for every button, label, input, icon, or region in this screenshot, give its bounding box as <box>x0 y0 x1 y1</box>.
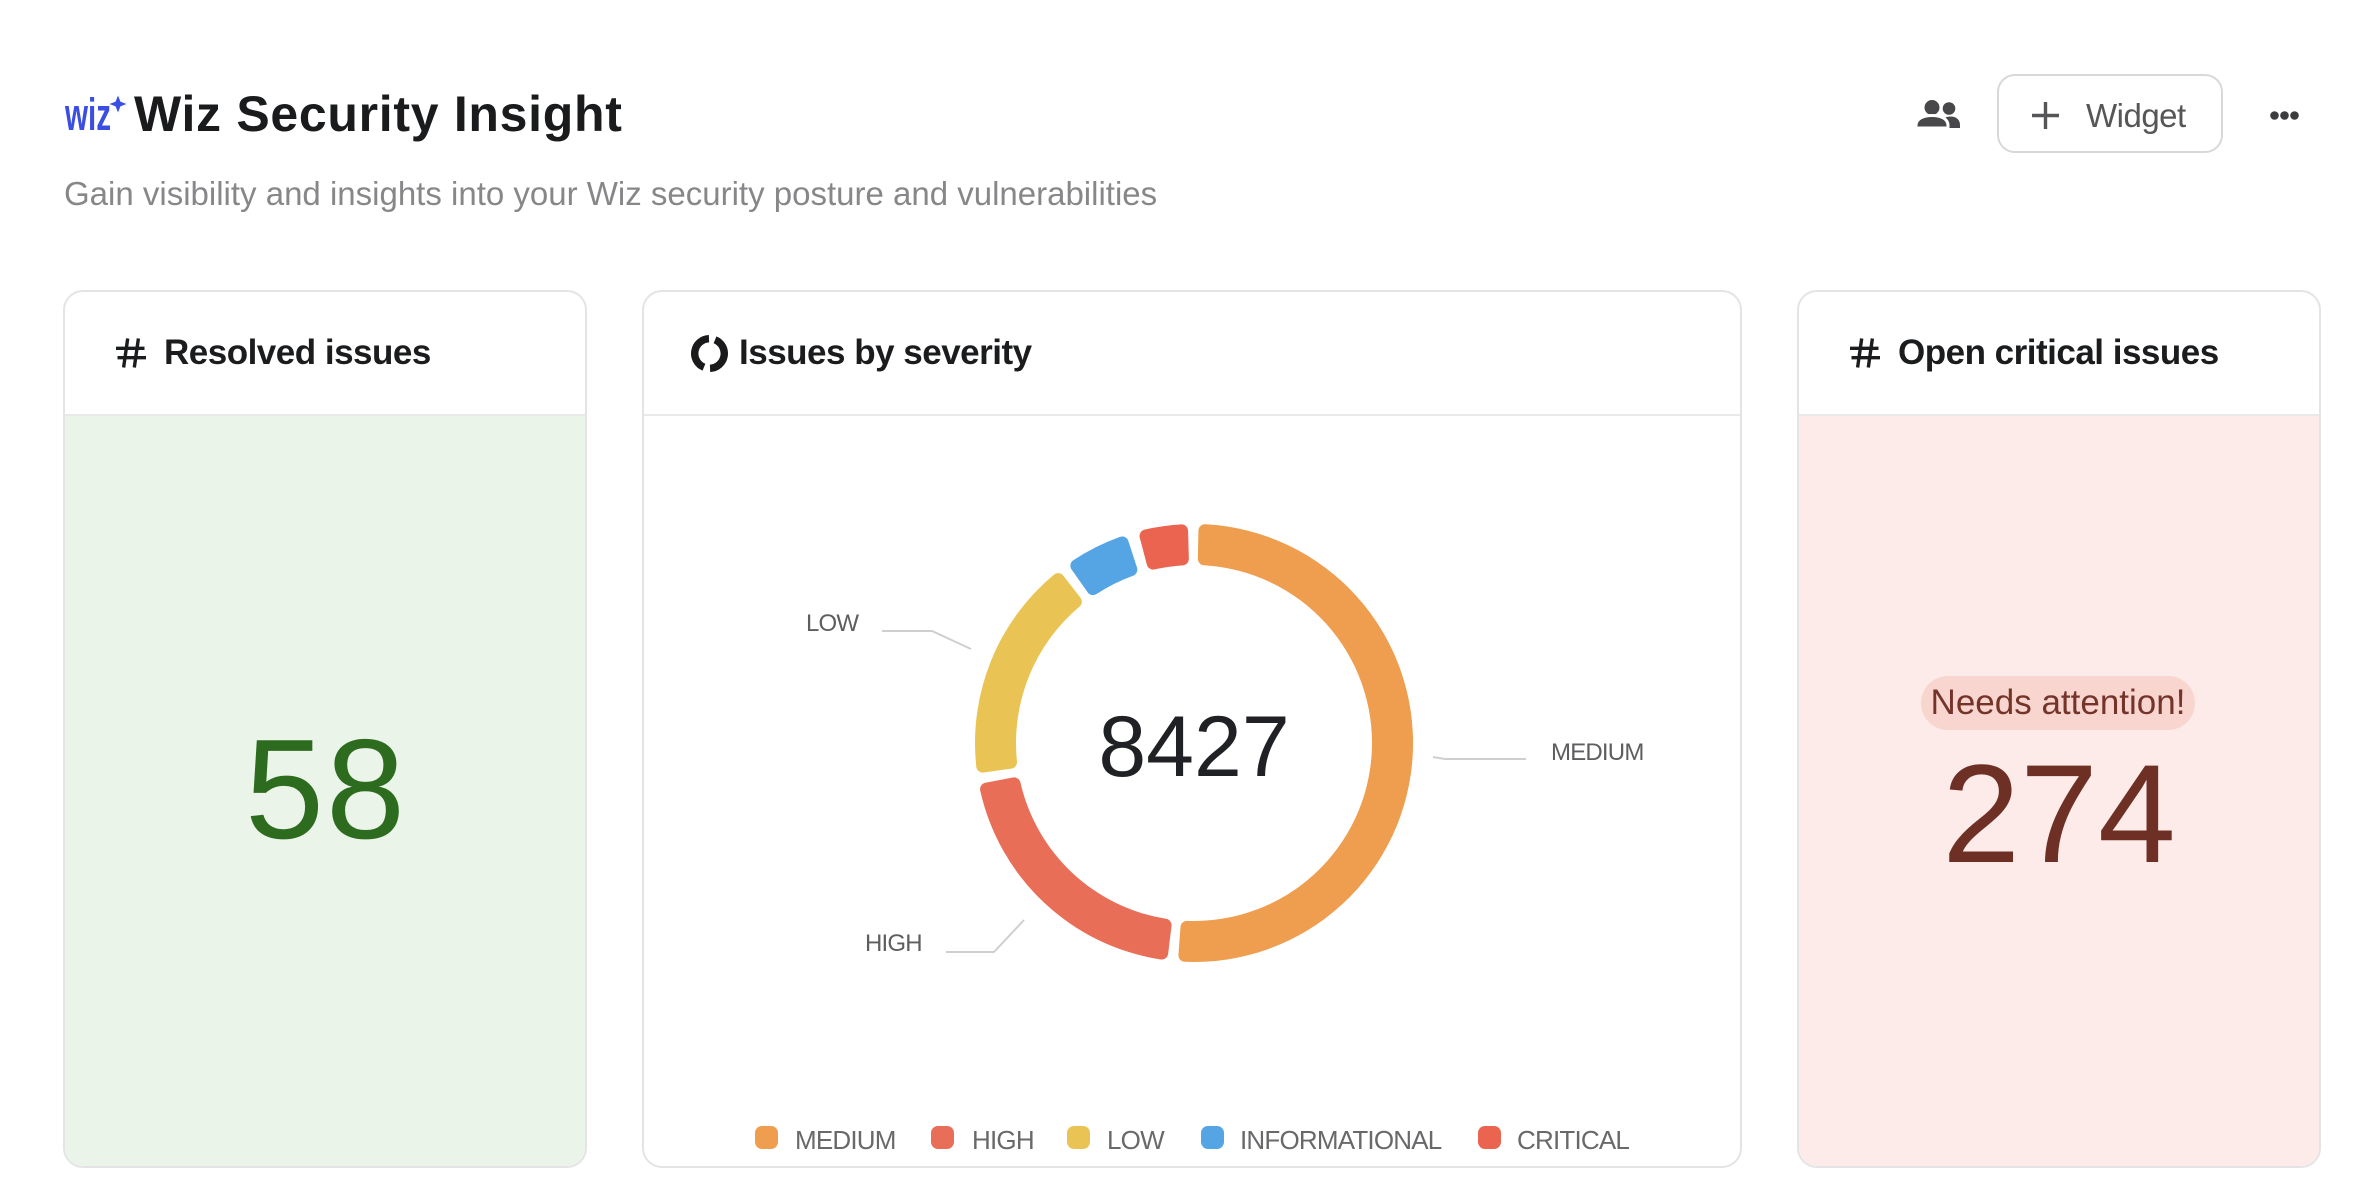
svg-text:wiz: wiz <box>64 94 111 136</box>
